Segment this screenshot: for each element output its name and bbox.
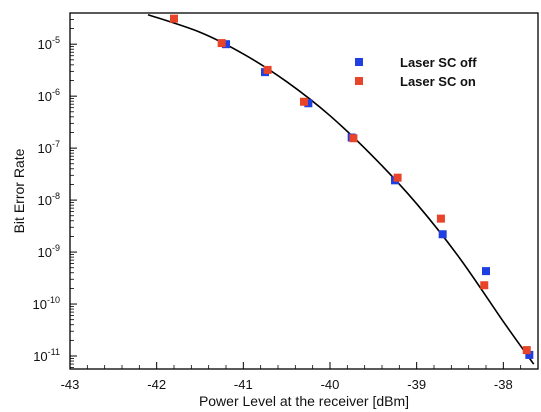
legend-marker xyxy=(355,77,363,85)
y-axis-title: Bit Error Rate xyxy=(11,148,27,233)
series-2-point xyxy=(393,173,402,182)
y-tick-label: 10-5 xyxy=(38,35,60,52)
series-2-point xyxy=(263,65,272,74)
x-tick-label: -43 xyxy=(61,377,80,392)
x-tick-label: -41 xyxy=(234,377,253,392)
legend-label: Laser SC off xyxy=(400,55,477,70)
x-axis-ticks: -43 -42 -41 -40 -39 -38 xyxy=(61,362,522,392)
series-2-point xyxy=(480,281,489,290)
series-2-point xyxy=(349,134,358,143)
series-1-point xyxy=(438,230,447,239)
data-points xyxy=(170,14,534,359)
x-tick-label: -40 xyxy=(321,377,340,392)
x-tick-label: -42 xyxy=(147,377,166,392)
y-tick-label: 10-10 xyxy=(33,295,60,312)
series-2-point xyxy=(217,39,226,48)
series-2-point xyxy=(300,97,308,106)
x-axis-title: Power Level at the receiver [dBm] xyxy=(199,393,409,409)
x-tick-label: -39 xyxy=(407,377,426,392)
legend-label: Laser SC on xyxy=(400,74,476,89)
series-1-point xyxy=(222,40,230,49)
series-2-point xyxy=(436,214,445,223)
y-tick-label: 10-7 xyxy=(38,139,60,156)
series-2-point xyxy=(522,346,531,355)
x-tick-label: -38 xyxy=(494,377,513,392)
y-tick-label: 10-8 xyxy=(38,191,60,208)
series-1-point xyxy=(482,267,490,276)
series-1-point xyxy=(304,99,313,108)
y-tick-label: 10-11 xyxy=(33,347,60,364)
legend: Laser SC off Laser SC on xyxy=(355,55,477,89)
y-tick-label: 10-6 xyxy=(38,87,60,104)
plot-frame xyxy=(69,12,539,370)
legend-marker xyxy=(355,58,363,66)
y-tick-label: 10-9 xyxy=(38,243,60,260)
series-1-point xyxy=(525,350,534,359)
series-2-point xyxy=(170,14,178,23)
y-axis-ticks: 10-11 10-10 10-9 10-8 10-7 10-6 10-5 xyxy=(33,18,77,368)
